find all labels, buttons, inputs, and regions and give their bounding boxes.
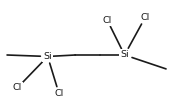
Text: Cl: Cl — [54, 89, 64, 98]
Text: Si: Si — [120, 51, 129, 60]
Text: Cl: Cl — [13, 83, 22, 92]
Text: Si: Si — [43, 52, 52, 61]
Text: Cl: Cl — [103, 16, 112, 25]
Text: Cl: Cl — [141, 13, 150, 22]
